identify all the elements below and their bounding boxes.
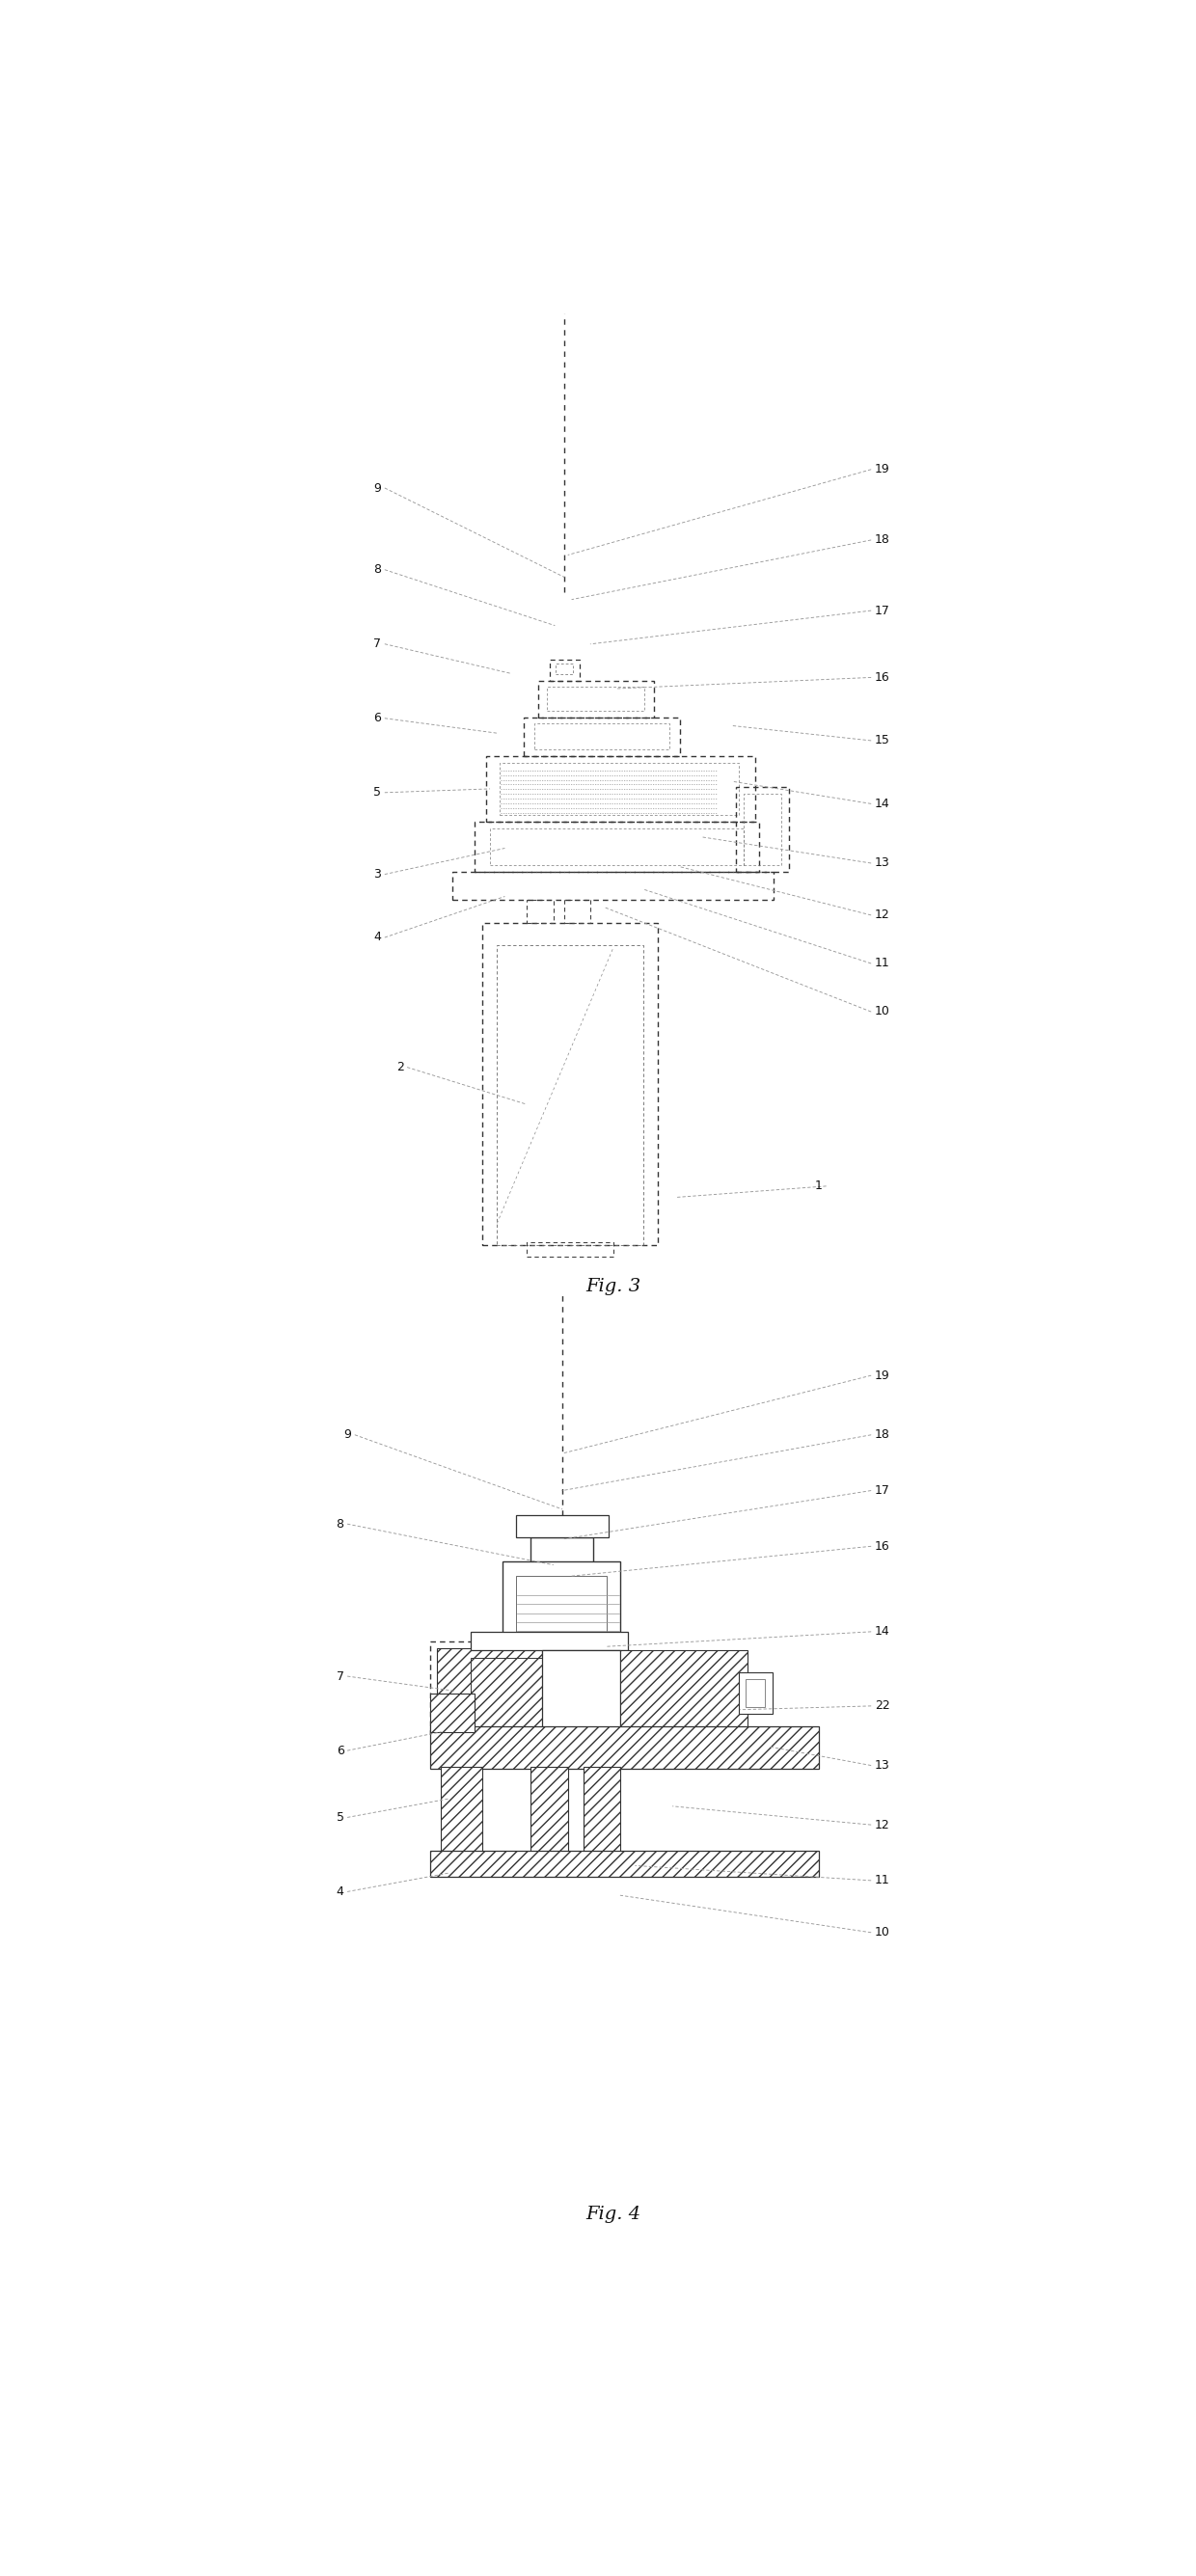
Bar — [746, 1680, 764, 1708]
Bar — [621, 1651, 748, 1728]
Bar — [737, 786, 788, 873]
Bar — [471, 1631, 628, 1651]
Text: 2: 2 — [396, 1061, 404, 1074]
Bar — [547, 688, 645, 711]
Bar — [527, 899, 553, 922]
Text: 22: 22 — [874, 1700, 890, 1713]
Text: 10: 10 — [874, 1927, 890, 1940]
Text: 15: 15 — [874, 734, 890, 747]
Bar — [475, 822, 758, 873]
Bar — [549, 659, 579, 680]
Bar — [739, 1672, 773, 1713]
Text: 17: 17 — [874, 605, 890, 616]
Text: 8: 8 — [336, 1517, 344, 1530]
Bar — [482, 922, 658, 1247]
Bar — [441, 1767, 482, 1855]
Text: 4: 4 — [336, 1886, 344, 1899]
Bar — [515, 1515, 609, 1538]
Text: 18: 18 — [874, 533, 890, 546]
Text: 17: 17 — [874, 1484, 890, 1497]
Bar — [527, 1242, 612, 1257]
Text: 5: 5 — [336, 1811, 344, 1824]
Text: 8: 8 — [373, 564, 382, 577]
Bar — [542, 1651, 621, 1728]
Text: 12: 12 — [874, 1819, 890, 1832]
Text: 4: 4 — [373, 930, 382, 943]
Text: 7: 7 — [336, 1669, 344, 1682]
Text: 9: 9 — [373, 482, 382, 495]
Bar — [429, 1692, 475, 1731]
Bar — [438, 1649, 542, 1728]
Bar — [429, 1726, 818, 1770]
Text: 13: 13 — [874, 858, 890, 868]
Bar — [452, 873, 774, 899]
Bar — [502, 1561, 621, 1677]
Bar — [486, 757, 755, 822]
Bar — [538, 680, 654, 719]
Text: 1: 1 — [814, 1180, 823, 1193]
Text: 6: 6 — [373, 711, 382, 724]
Bar — [531, 1538, 593, 1579]
Text: 14: 14 — [874, 1625, 890, 1638]
Text: 9: 9 — [343, 1430, 352, 1440]
Bar — [555, 665, 573, 675]
Bar — [744, 793, 781, 866]
Text: 19: 19 — [874, 1370, 890, 1381]
Text: 13: 13 — [874, 1759, 890, 1772]
Bar — [471, 1659, 542, 1728]
Bar — [535, 724, 669, 750]
Bar — [515, 1577, 606, 1662]
Text: 12: 12 — [874, 909, 890, 922]
Text: 18: 18 — [874, 1430, 890, 1440]
Text: Fig. 3: Fig. 3 — [585, 1278, 641, 1296]
Bar — [584, 1767, 621, 1855]
Bar — [545, 1579, 579, 1602]
Bar — [489, 829, 744, 866]
Text: 10: 10 — [874, 1005, 890, 1018]
Text: Fig. 4: Fig. 4 — [585, 2205, 641, 2223]
Text: 16: 16 — [874, 1540, 890, 1553]
Bar — [531, 1767, 568, 1855]
Bar — [429, 1850, 818, 1878]
Bar — [524, 719, 681, 757]
Text: 11: 11 — [874, 1875, 890, 1886]
Text: 7: 7 — [373, 639, 382, 649]
Text: 11: 11 — [874, 958, 890, 969]
Text: 3: 3 — [373, 868, 382, 881]
Text: 14: 14 — [874, 799, 890, 809]
Bar — [498, 945, 643, 1247]
Text: 19: 19 — [874, 464, 890, 477]
Bar — [500, 762, 739, 814]
Text: 6: 6 — [336, 1744, 344, 1757]
Bar — [429, 1641, 545, 1734]
Bar — [565, 899, 591, 922]
Text: 5: 5 — [373, 786, 382, 799]
Text: 16: 16 — [874, 672, 890, 683]
